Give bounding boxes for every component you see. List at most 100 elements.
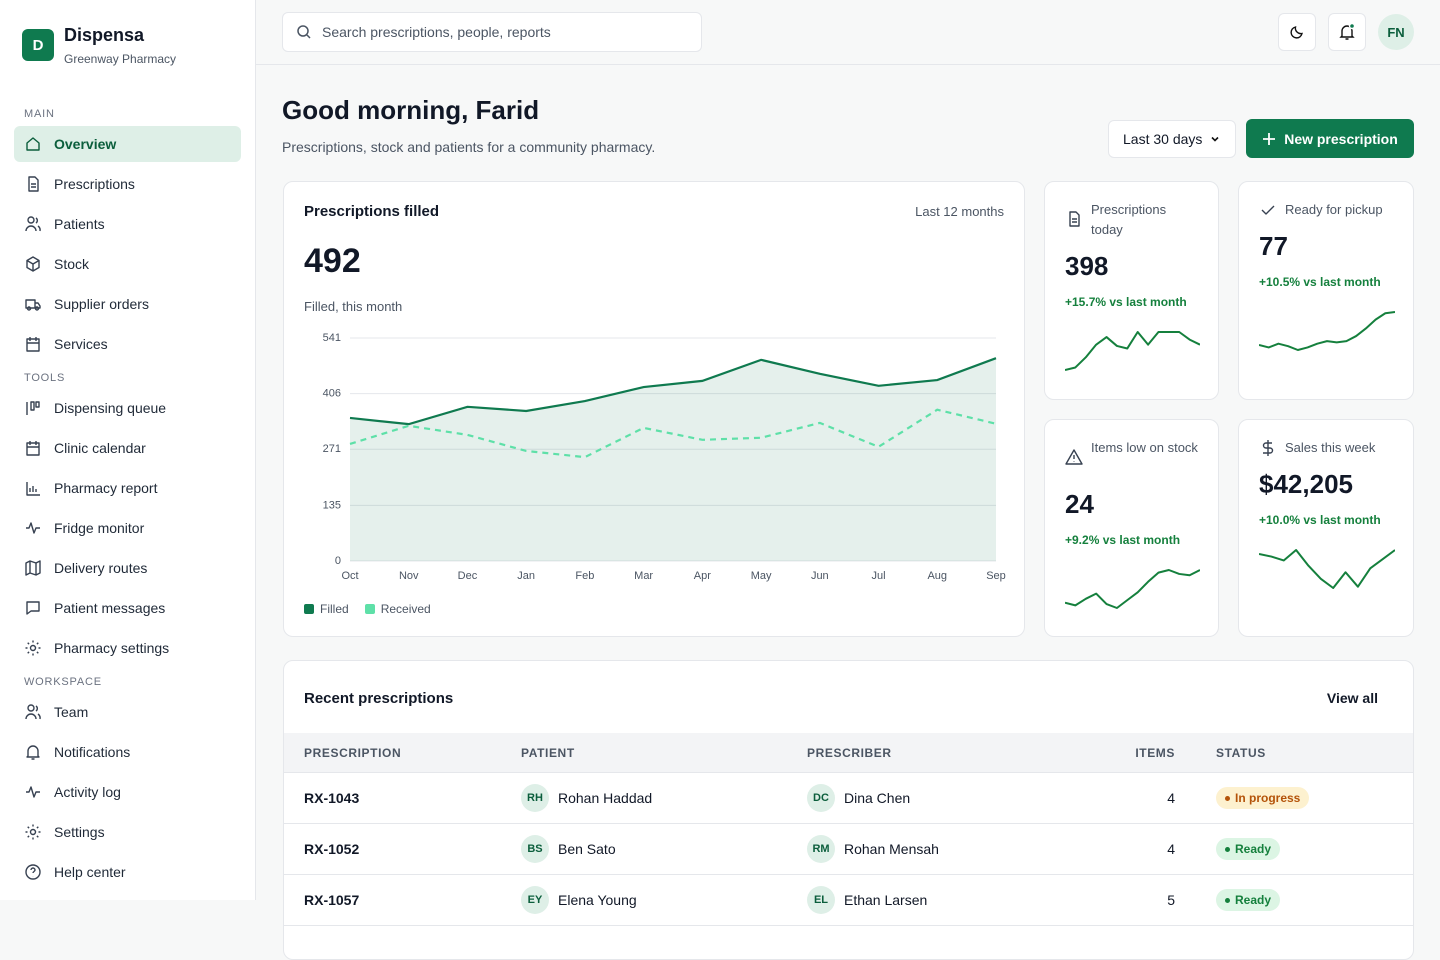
kpi-change: +9.2% vs last month (1065, 533, 1181, 547)
line (349, 357, 997, 426)
nav-label: Delivery routes (54, 560, 148, 576)
person: RH Rohan Haddad (521, 784, 807, 812)
nav-item[interactable]: Help center (14, 854, 241, 890)
sparkline-line (1259, 311, 1395, 351)
notifications-button[interactable] (1328, 13, 1366, 51)
y-tick-label: 271 (323, 443, 341, 455)
nav-label: Pharmacy settings (54, 640, 170, 656)
new-prescription-button[interactable]: New prescription (1246, 119, 1414, 158)
view-all[interactable]: View all (1326, 690, 1378, 706)
legend-label: Filled (320, 602, 349, 616)
nav-item[interactable]: Pharmacy report (14, 470, 241, 506)
kpi-change: +10.0% vs last month (1259, 513, 1381, 527)
kpi-label-row: Ready for pickup (1259, 200, 1383, 220)
theme-toggle[interactable] (1278, 13, 1316, 51)
person-name: Rohan Mensah (844, 841, 939, 857)
topbar: Search prescriptions, people, reports FN (256, 0, 1440, 65)
icon (1069, 211, 1080, 227)
nav-label: Dispensing queue (54, 400, 167, 416)
chart-title: Prescriptions filled (304, 203, 440, 220)
icon (28, 176, 39, 192)
nav-label: Notifications (54, 744, 131, 760)
nav-item[interactable]: Services (14, 326, 241, 362)
kpi-card: Sales this week $42,205 +10.0% vs last mon… (1238, 419, 1414, 637)
x-tick-label: Feb (575, 570, 594, 582)
status-cell: In progress (1175, 787, 1413, 809)
table-row[interactable]: RX-1057 EY Elena Young EL Ethan Larsen 5 Ready (284, 875, 1413, 926)
subtitle: Prescriptions, stock and patients for a … (282, 139, 656, 155)
chart: 0 135 271 406 541 Oct Nov Dec Jan Feb Mar Apr May Jun… (323, 332, 1006, 582)
status-label: Ready (1235, 842, 1272, 856)
table-row[interactable]: RX-1043 RH Rohan Haddad DC Dina Chen 4 In prog… (284, 773, 1413, 824)
y-tick-label: 135 (323, 499, 341, 511)
person: BS Ben Sato (521, 835, 807, 863)
logo: D (22, 29, 54, 61)
icon (1262, 440, 1274, 456)
chart-card: 0 135 271 406 541 Oct Nov Dec Jan Feb Mar Apr May Jun… (283, 181, 1025, 637)
person-name: Dina Chen (844, 790, 911, 806)
nav-label: Services (54, 336, 108, 352)
kpi-change: +10.5% vs last month (1259, 275, 1381, 289)
search-placeholder: Search prescriptions, people, reports (322, 24, 551, 40)
kpi-label: Prescriptions today (1091, 202, 1167, 237)
table-row[interactable]: RX-1052 BS Ben Sato RM Rohan Mensah 4 Ready (284, 824, 1413, 875)
items-count: 4 (1167, 790, 1175, 806)
nav-item[interactable]: Dispensing queue (14, 390, 241, 426)
person: EL Ethan Larsen (807, 886, 1107, 914)
icon (26, 256, 40, 272)
nav-item[interactable]: Notifications (14, 734, 241, 770)
initials: BS (521, 835, 549, 863)
icon (26, 337, 40, 352)
nav-label: Overview (54, 136, 117, 152)
nav-item[interactable]: Settings (14, 814, 241, 850)
nav-item[interactable]: Pharmacy settings (14, 630, 241, 666)
sidebar: D Dispensa Greenway Pharmacy MAIN Overvie… (0, 0, 256, 900)
nav-item[interactable]: Clinic calendar (14, 430, 241, 466)
nav-label: Patients (54, 216, 105, 232)
icon (26, 441, 40, 456)
range-label: Last 30 days (1123, 131, 1203, 147)
table-header: PRESCRIPTION PATIENT PRESCRIBER ITEMS STATUS (284, 733, 1413, 773)
x-tick-label: Jun (811, 570, 829, 582)
avatar[interactable]: FN (1378, 14, 1414, 50)
column-header: PATIENT (521, 745, 575, 760)
x-tick-label: Nov (399, 570, 419, 582)
sparkline (1259, 311, 1395, 351)
range-select[interactable]: Last 30 days (1108, 120, 1236, 158)
icon (25, 864, 41, 880)
nav-label: Settings (54, 824, 105, 840)
icon (25, 216, 41, 232)
nav-item[interactable]: Activity log (14, 774, 241, 810)
nav-item[interactable]: Team (14, 694, 241, 730)
nav-item[interactable]: Delivery routes (14, 550, 241, 586)
nav-label: Patient messages (54, 600, 166, 616)
person-name: Rohan Haddad (558, 790, 653, 806)
search[interactable]: Search prescriptions, people, reports (282, 12, 702, 52)
items-count: 5 (1167, 892, 1175, 908)
nav-item[interactable]: Prescriptions (14, 166, 241, 202)
icon (26, 522, 40, 534)
sparkline (1259, 549, 1395, 589)
nav-item[interactable]: Stock (14, 246, 241, 282)
nav-label: Pharmacy report (54, 480, 158, 496)
section-label: WORKSPACE (24, 676, 102, 688)
status-cell: Ready (1175, 838, 1413, 860)
nav-item[interactable]: Patient messages (14, 590, 241, 626)
section-label: TOOLS (24, 372, 66, 384)
person: EY Elena Young (521, 886, 807, 914)
y-tick-label: 406 (323, 388, 341, 400)
icon (25, 640, 41, 656)
y-tick-label: 0 (335, 555, 341, 567)
x-tick-label: Oct (341, 570, 358, 582)
x-tick-label: Dec (458, 570, 478, 582)
nav-item[interactable]: Fridge monitor (14, 510, 241, 546)
nav-item[interactable]: Supplier orders (14, 286, 241, 322)
y-tick-label: 541 (323, 332, 341, 344)
person-name: Ethan Larsen (844, 892, 928, 908)
nav-item[interactable]: Patients (14, 206, 241, 242)
icon (26, 137, 40, 151)
nav-item[interactable]: Overview (14, 126, 241, 162)
sparkline-line (1259, 549, 1395, 589)
nav-label: Prescriptions (54, 176, 135, 192)
nav-label: Activity log (54, 784, 121, 800)
